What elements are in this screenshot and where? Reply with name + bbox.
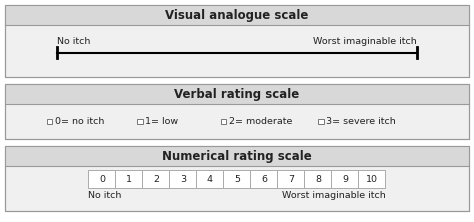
Text: 5: 5 [234,174,240,184]
Bar [5,146,469,211]
Bar [304,170,331,188]
Bar [221,119,226,124]
Text: Verbal rating scale: Verbal rating scale [174,87,300,101]
Bar [89,170,116,188]
Text: 4: 4 [207,174,213,184]
Bar [224,170,250,188]
Text: 3: 3 [180,174,186,184]
Text: 9: 9 [342,174,348,184]
Bar [5,146,469,166]
Text: No itch: No itch [57,36,91,46]
Text: Numerical rating scale: Numerical rating scale [162,149,312,163]
Bar [5,5,469,25]
Bar [5,146,469,211]
Text: 6: 6 [261,174,267,184]
Bar [5,84,469,139]
Bar [137,119,143,124]
Bar [5,5,469,77]
Bar [143,170,170,188]
Bar [170,170,197,188]
Bar [197,170,224,188]
Bar [277,170,304,188]
Bar [5,84,469,104]
Text: 2= moderate: 2= moderate [229,117,292,126]
Text: 10: 10 [366,174,378,184]
Text: 2: 2 [153,174,159,184]
Text: 7: 7 [288,174,294,184]
Bar [318,119,324,124]
Text: Worst imaginable itch: Worst imaginable itch [282,191,385,200]
Bar [47,119,52,124]
Text: Visual analogue scale: Visual analogue scale [165,8,309,22]
Text: 8: 8 [315,174,321,184]
Text: Worst imaginable itch: Worst imaginable itch [313,36,417,46]
Bar [116,170,143,188]
Text: No itch: No itch [89,191,122,200]
Text: 0: 0 [99,174,105,184]
Bar [331,170,358,188]
Text: 1: 1 [126,174,132,184]
Bar [5,5,469,77]
Text: 3= severe itch: 3= severe itch [326,117,396,126]
Bar [358,170,385,188]
Bar [5,84,469,139]
Text: 1= low: 1= low [145,117,178,126]
Text: 0= no itch: 0= no itch [55,117,104,126]
Bar [250,170,277,188]
